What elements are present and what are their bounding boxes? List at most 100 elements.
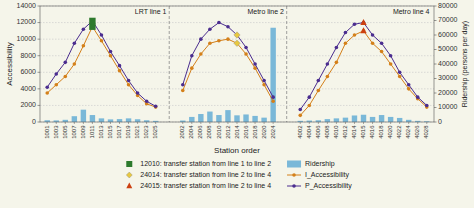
tick-label: 30000 [438,74,458,81]
point [307,104,311,108]
point [353,33,357,37]
axis-label: Accessibility [5,42,14,86]
bar [72,116,77,122]
plot-area [45,18,430,122]
tick [38,88,41,89]
point [344,31,348,35]
legend-label: 24014: transfer station from line 2 to l… [140,171,271,178]
point [190,66,194,70]
tick-label: 1003 [53,125,59,139]
grid-line [40,88,434,89]
tick-label: 2008 [206,125,212,139]
tick [264,122,265,124]
point [407,83,411,87]
point [199,52,203,56]
tick [38,6,41,7]
tick [237,122,238,124]
transfer-marker [89,18,95,24]
tick [434,20,437,21]
divider [169,6,170,122]
grid-line [40,72,434,73]
tick [434,107,437,108]
point [380,50,384,54]
tick [318,122,319,124]
axes: 0200040006000800010000120001400001000020… [17,2,458,139]
tick-label: 1025 [152,125,158,139]
point [154,105,158,109]
point [389,54,393,58]
point [73,62,77,66]
point [127,83,131,87]
tick-label: 4020 [387,125,393,139]
legend-swatch [292,184,296,188]
tick [38,22,41,23]
tick [434,122,437,123]
point [45,85,49,89]
dividers [169,6,286,122]
tick-label: 2004 [188,125,194,139]
point [54,72,58,76]
tick-label: 10000 [438,103,458,110]
tick-label: 4022 [396,125,402,139]
transfer-marker [360,27,366,33]
tick [191,122,192,124]
tick-label: 4008 [324,125,330,139]
tick [372,122,373,124]
tick [354,122,355,124]
tick [434,93,437,94]
bar [216,115,221,122]
legend-label: I_Accessibility [305,171,349,179]
tick-label: 0 [438,118,442,125]
tick [38,55,41,56]
point [380,41,384,45]
bar [189,117,194,122]
bar [108,119,113,122]
tick [434,35,437,36]
point [326,62,330,66]
point [298,108,302,112]
grid-line [40,39,434,40]
bar [397,118,402,122]
tick [101,122,102,124]
tick [218,122,219,124]
tick [92,122,93,124]
tick [273,122,274,124]
point [389,62,393,66]
point [199,37,203,41]
point [335,46,339,50]
legend-label: P_Accessibility [305,182,352,190]
tick [408,122,409,124]
grid-line [40,105,434,106]
bar [234,115,239,122]
tick [345,122,346,124]
tick-label: 4014 [351,125,357,139]
point [54,83,58,87]
tick-label: 2012 [225,125,231,139]
point [244,52,248,56]
point [64,75,68,79]
tick [227,122,228,124]
bar [126,118,131,122]
tick-label: 4015 [360,125,366,139]
point [271,95,275,99]
tick-label: 4028 [423,125,429,139]
tick [336,122,337,124]
tick-label: 0 [32,118,36,125]
bar [406,120,411,122]
point [100,39,104,43]
tick [182,122,183,124]
point [344,41,348,45]
legend-swatch [126,161,132,167]
bar [198,114,203,122]
tick-label: 6000 [20,68,36,75]
point [154,104,158,108]
legend-swatch [292,173,296,177]
tick-label: 4024 [405,125,411,139]
point [127,79,131,83]
point [190,54,194,58]
bar [388,117,393,122]
legend: 12010: transfer station from line 1 to l… [126,160,352,190]
tick-label: 60000 [438,31,458,38]
point [307,95,311,99]
point [82,27,86,31]
